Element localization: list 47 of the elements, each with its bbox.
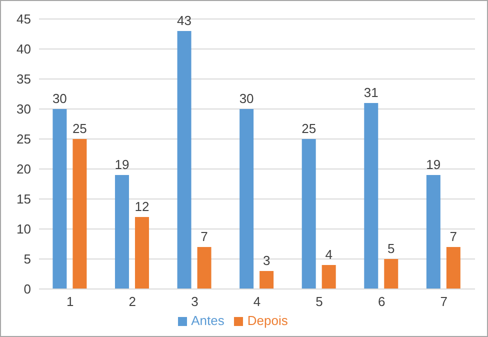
x-tick-label: 6 bbox=[378, 294, 386, 310]
data-label: 5 bbox=[388, 241, 395, 256]
legend-label: Depois bbox=[247, 313, 288, 328]
legend-label: Antes bbox=[191, 313, 224, 328]
bar bbox=[52, 109, 67, 289]
bar bbox=[364, 103, 378, 289]
data-label: 7 bbox=[450, 229, 458, 244]
y-tick-label: 5 bbox=[24, 252, 31, 267]
bar bbox=[134, 217, 149, 289]
data-label: 31 bbox=[364, 85, 378, 100]
x-tick-label: 5 bbox=[316, 294, 323, 310]
bar bbox=[240, 109, 254, 289]
bar bbox=[260, 271, 274, 289]
y-tick-label: 10 bbox=[16, 222, 31, 237]
data-label: 7 bbox=[200, 229, 208, 244]
bar bbox=[446, 247, 460, 289]
y-tick-label: 25 bbox=[16, 132, 31, 147]
data-label: 19 bbox=[426, 157, 441, 172]
bar bbox=[322, 265, 336, 289]
bar bbox=[197, 247, 212, 289]
x-tick-label: 3 bbox=[191, 294, 198, 310]
data-label: 3 bbox=[262, 253, 270, 268]
x-tick-label: 1 bbox=[66, 294, 74, 310]
bar bbox=[72, 139, 87, 289]
data-label: 30 bbox=[52, 91, 67, 106]
data-label: 4 bbox=[325, 247, 332, 262]
x-tick-label: 7 bbox=[440, 294, 448, 310]
y-tick-label: 0 bbox=[24, 282, 31, 297]
data-label: 12 bbox=[134, 199, 150, 214]
data-label: 43 bbox=[177, 13, 192, 28]
data-label: 19 bbox=[114, 157, 130, 172]
bar bbox=[302, 139, 316, 289]
x-tick-label: 4 bbox=[253, 294, 261, 310]
x-tick-label: 2 bbox=[128, 294, 136, 310]
data-label: 25 bbox=[302, 121, 316, 136]
y-tick-label: 40 bbox=[16, 42, 31, 57]
y-tick-label: 30 bbox=[16, 102, 31, 117]
data-label: 30 bbox=[239, 91, 254, 106]
bar bbox=[426, 175, 440, 289]
y-tick-label: 45 bbox=[16, 12, 31, 27]
data-label: 25 bbox=[72, 121, 87, 136]
bar bbox=[384, 259, 398, 289]
bar bbox=[114, 175, 129, 289]
bar bbox=[177, 31, 192, 289]
y-tick-label: 35 bbox=[16, 72, 31, 87]
y-tick-label: 15 bbox=[16, 192, 31, 207]
y-tick-label: 20 bbox=[16, 162, 31, 177]
